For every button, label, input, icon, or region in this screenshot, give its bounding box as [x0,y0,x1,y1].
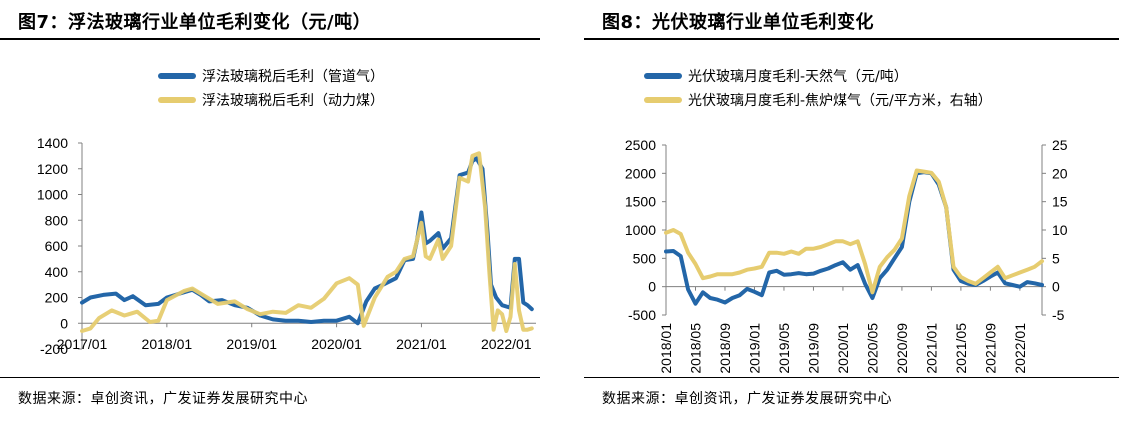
x-tick-label: 2019/09 [805,323,821,374]
y-tick-label: 0 [60,315,68,331]
y-tick-label-left: 500 [633,250,657,266]
y-tick-label-right: 20 [1052,165,1068,181]
legend-swatch-yellow [158,97,196,103]
y-tick-label-right: 5 [1052,250,1060,266]
legend-item-coke-oven-gas: 光伏玻璃月度毛利-焦炉煤气（元/平方米，右轴） [644,88,992,112]
legend-item-steam-coal: 浮法玻璃税后毛利（动力煤） [158,88,384,112]
y-tick-label-left: 2000 [625,165,656,181]
legend-swatch-blue [644,73,682,79]
y-tick-label-left: 1000 [625,222,656,238]
chart-panel-pv-glass: 图8：光伏玻璃行业单位毛利变化 光伏玻璃月度毛利-天然气（元/吨） 光伏玻璃月度… [584,0,1129,431]
x-tick-label: 2021/09 [982,323,998,374]
data-source: 数据来源：卓创资讯，广发证券发展研究中心 [18,391,308,407]
y-tick-label-right: 15 [1052,194,1068,210]
source-divider [0,377,540,378]
series-line-coke-oven-gas [664,168,1044,295]
y-tick-label: 1000 [37,187,68,203]
title-divider [0,38,540,40]
legend-swatch-yellow [644,97,682,103]
x-tick-label: 2019/01 [746,323,762,374]
x-tick-label: 2019/01 [226,336,277,352]
y-tick-label-right: -5 [1052,307,1065,323]
legend-label: 浮法玻璃税后毛利（管道气） [202,69,384,85]
legend-swatch-blue [158,73,196,79]
y-tick-label: 1200 [37,161,68,177]
source-divider [584,377,1119,378]
legend-label: 光伏玻璃月度毛利-焦炉煤气（元/平方米，右轴） [688,93,992,109]
y-tick-label-left: 0 [648,279,656,295]
x-tick-label: 2018/01 [142,336,193,352]
y-tick-label: 600 [45,238,69,254]
legend-label: 光伏玻璃月度毛利-天然气（元/吨） [688,69,908,85]
title-divider [584,38,1119,40]
x-tick-label: 2020/05 [864,323,880,374]
x-tick-label: 2022/01 [481,336,532,352]
line-chart-float-glass: -200 0 200 400 600 800 1000 1200 1400 2017/01 2018… [37,135,536,357]
y-tick-label: 1400 [37,135,68,151]
data-source: 数据来源：卓创资讯，广发证券发展研究中心 [602,391,892,407]
legend-item-natural-gas: 光伏玻璃月度毛利-天然气（元/吨） [644,64,992,88]
chart-panel-float-glass: 图7：浮法玻璃行业单位毛利变化（元/吨） 浮法玻璃税后毛利（管道气） 浮法玻璃税… [0,0,560,431]
legend-label: 浮法玻璃税后毛利（动力煤） [202,93,384,109]
series-line-pipeline-gas [80,156,534,326]
x-tick-label: 2018/09 [717,323,733,374]
y-tick-label-left: 1500 [625,194,656,210]
y-tick-label: 200 [45,290,69,306]
y-tick-label-left: 2500 [625,137,656,153]
legend: 浮法玻璃税后毛利（管道气） 浮法玻璃税后毛利（动力煤） [158,64,384,112]
y-tick-label: 800 [45,212,69,228]
series-line-steam-coal [80,151,534,333]
legend-item-pipeline-gas: 浮法玻璃税后毛利（管道气） [158,64,384,88]
y-tick-label: -200 [40,341,68,357]
x-tick-label: 2021/05 [953,323,969,374]
x-tick-label: 2019/05 [776,323,792,374]
y-tick-label-right: 10 [1052,222,1068,238]
x-tick-label: 2020/01 [835,323,851,374]
chart-title: 图8：光伏玻璃行业单位毛利变化 [602,12,875,33]
x-tick-label: 2020/01 [311,336,362,352]
legend: 光伏玻璃月度毛利-天然气（元/吨） 光伏玻璃月度毛利-焦炉煤气（元/平方米，右轴… [644,64,992,112]
y-tick-label-left: -500 [628,307,656,323]
series-line-natural-gas [664,170,1044,306]
y-tick-label-right: 0 [1052,279,1060,295]
x-tick-label: 2018/05 [687,323,703,374]
chart-title: 图7：浮法玻璃行业单位毛利变化（元/吨） [18,12,372,33]
y-tick-label-right: 25 [1052,137,1068,153]
x-tick-label: 2020/09 [894,323,910,374]
x-tick-label: 2017/01 [57,336,108,352]
y-tick-label: 400 [45,264,69,280]
x-tick-label: 2022/01 [1012,323,1028,374]
x-tick-label: 2021/01 [396,336,447,352]
x-tick-label: 2018/01 [658,323,674,374]
line-chart-pv-glass: -500 0 500 1000 1500 2000 2500 -5 0 5 10 15 20 25 2018… [625,137,1068,374]
x-tick-label: 2021/01 [923,323,939,374]
